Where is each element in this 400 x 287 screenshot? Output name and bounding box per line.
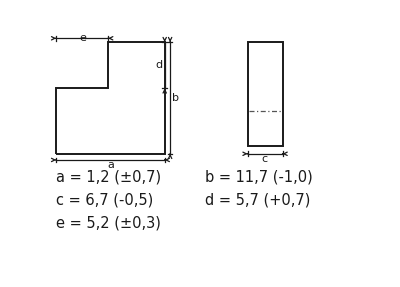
Text: d: d xyxy=(156,60,163,70)
Text: b = 11,7 (-1,0): b = 11,7 (-1,0) xyxy=(205,169,313,184)
Text: c: c xyxy=(262,154,268,164)
Text: b: b xyxy=(172,93,179,103)
Text: c = 6,7 (-0,5): c = 6,7 (-0,5) xyxy=(56,193,154,208)
Text: d = 5,7 (+0,7): d = 5,7 (+0,7) xyxy=(205,193,310,208)
Bar xyxy=(248,42,282,146)
Text: e = 5,2 (±0,3): e = 5,2 (±0,3) xyxy=(56,216,161,230)
Text: a: a xyxy=(107,160,114,170)
Text: e: e xyxy=(79,32,86,42)
Text: a = 1,2 (±0,7): a = 1,2 (±0,7) xyxy=(56,169,161,184)
